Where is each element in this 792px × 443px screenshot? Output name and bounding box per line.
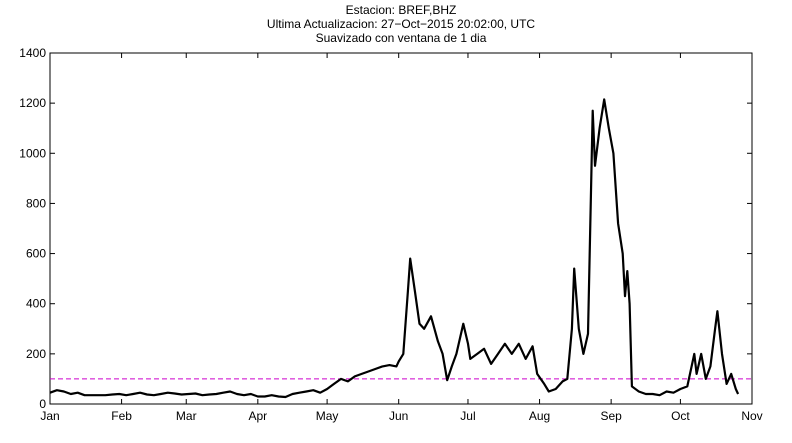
x-tick-label: Mar	[176, 409, 197, 423]
x-tick-label: Jul	[460, 409, 475, 423]
y-tick-label: 1000	[19, 146, 46, 160]
x-tick-label: Feb	[111, 409, 132, 423]
x-tick-label: Jan	[40, 409, 59, 423]
y-tick-label: 200	[26, 347, 46, 361]
x-tick-label: Aug	[529, 409, 550, 423]
y-tick-label: 400	[26, 297, 46, 311]
chart-subtitle: Ultima Actualizacion: 27−Oct−2015 20:02:…	[267, 17, 535, 31]
x-tick-label: Sep	[600, 409, 622, 423]
data-line	[49, 98, 740, 399]
y-tick-label: 0	[39, 397, 46, 411]
x-tick-label: Jun	[389, 409, 408, 423]
x-tick-label: May	[316, 409, 339, 423]
x-tick-label: Apr	[248, 409, 267, 423]
x-tick-label: Nov	[741, 409, 762, 423]
y-tick-label: 1200	[19, 96, 46, 110]
y-tick-label: 800	[26, 196, 46, 210]
y-tick-label: 1400	[19, 46, 46, 60]
chart-note: Suavizado con ventana de 1 dia	[316, 31, 487, 45]
x-tick-label: Oct	[671, 409, 690, 423]
y-tick-label: 600	[26, 247, 46, 261]
chart-title: Estacion: BREF,BHZ	[346, 3, 457, 17]
plot-frame	[49, 52, 753, 405]
